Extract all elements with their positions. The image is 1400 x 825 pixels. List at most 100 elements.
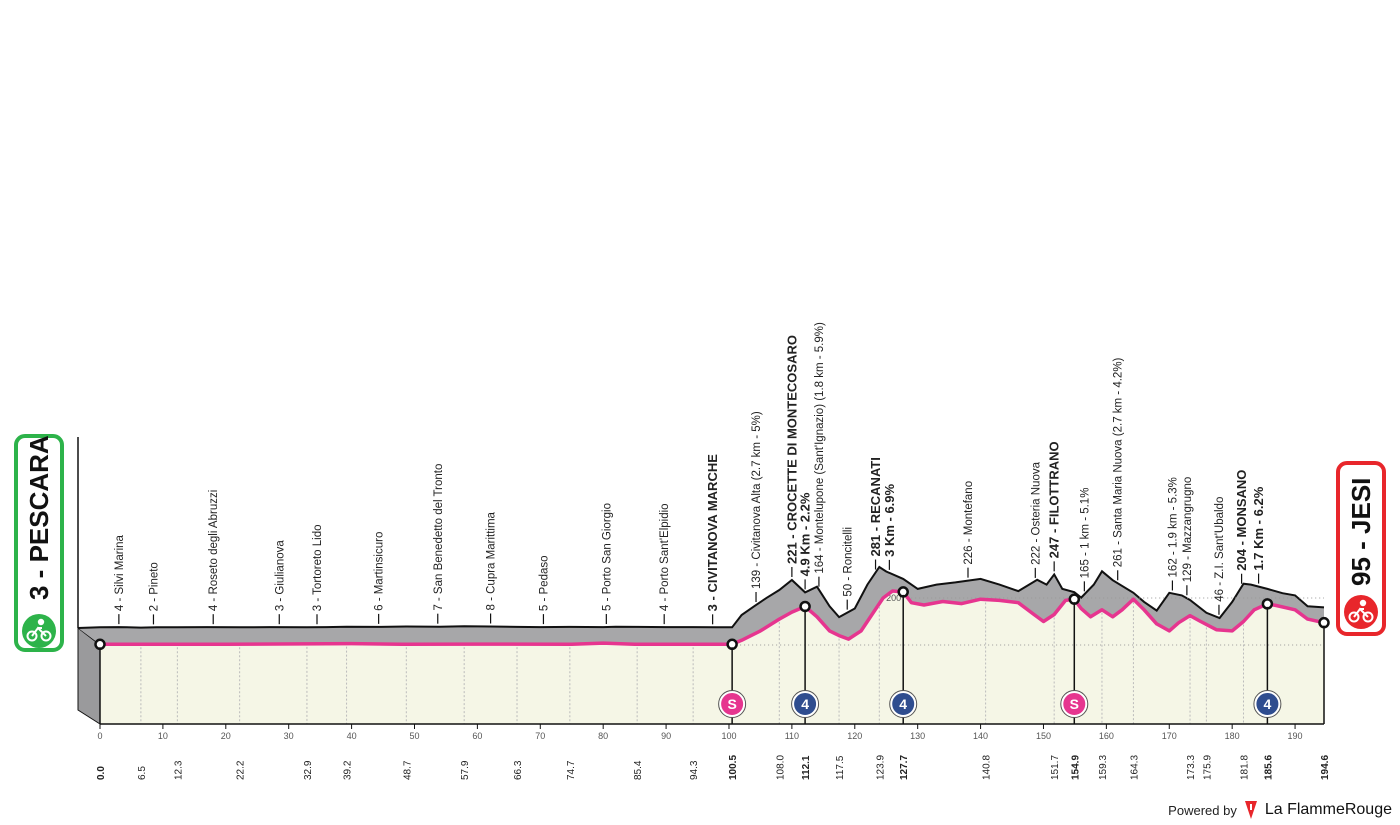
- climb-marker-ring: [889, 690, 918, 718]
- place-annotation: 5 - Porto San Giorgio: [601, 503, 613, 611]
- climb-marker-ring: [791, 690, 820, 718]
- place-annotation: 222 - Osteria Nuova: [1030, 461, 1042, 565]
- finish-cyclist-icon: [1344, 595, 1378, 629]
- marker-label: S: [1070, 696, 1079, 712]
- km-mark-label: 22.2: [236, 760, 247, 780]
- km-mark-label: 151.7: [1050, 755, 1061, 780]
- finish-label: 95 - JESI: [1346, 478, 1376, 586]
- km-mark-label: 154.9: [1070, 755, 1081, 780]
- km-mark-label: 66.3: [513, 760, 524, 780]
- km-mark-label: 57.9: [460, 760, 471, 780]
- flamme-rouge-logo-icon: [1244, 801, 1257, 819]
- marker-label: S: [727, 696, 736, 712]
- km-mark-label: 117.5: [835, 755, 846, 780]
- km-mark-label: 112.1: [801, 755, 812, 780]
- powered-by-text: Powered by: [1168, 802, 1237, 818]
- place-annotation: 4 - Roseto degli Abruzzi: [208, 490, 220, 611]
- place-annotation: 1.7 Km - 6.2%: [1251, 486, 1266, 570]
- x-tick-label: 110: [785, 731, 799, 741]
- x-tick-label: 140: [973, 731, 988, 741]
- place-annotation: 165 - 1 km - 5.1%: [1079, 488, 1091, 579]
- x-tick-label: 80: [598, 731, 608, 741]
- sprint-marker-icon: [1061, 691, 1088, 717]
- place-annotation: 8 - Cupra Marittima: [486, 511, 498, 610]
- km-mark-label: 164.3: [1129, 755, 1140, 780]
- place-annotation: 247 - FILOTTRANO: [1047, 441, 1062, 558]
- place-annotation: 4 - Silvi Marina: [114, 534, 126, 611]
- footer: Powered by La FlammeRouge: [1168, 801, 1392, 819]
- place-annotation: 162 - 1.9 km - 5.3%: [1167, 477, 1179, 577]
- place-annotation: 4.9 Km - 2.2%: [798, 492, 813, 576]
- place-annotation: 6 - Martinsicuro: [374, 532, 386, 611]
- x-tick-label: 190: [1288, 731, 1303, 741]
- km-mark-label: 123.9: [875, 755, 886, 780]
- climb-marker-icon: [890, 691, 917, 717]
- place-annotation: 3 - CIVITANOVA MARCHE: [705, 454, 720, 612]
- place-annotation: 4 - Porto Sant'Elpidio: [659, 503, 671, 611]
- x-tick-label: 20: [221, 731, 231, 741]
- place-annotation: 204 - MONSANO: [1234, 470, 1249, 571]
- km-axis: 0 10 20 30 40 50 60 70 80 90 100 110 120 130 140 150 160…: [96, 723, 1331, 780]
- place-annotation: 50 - Roncitelli: [842, 527, 854, 597]
- start-badge-frame: [14, 434, 64, 652]
- km-mark-label: 32.9: [303, 760, 314, 780]
- place-annotations: 4 - Silvi Marina 2 - Pineto 4 - Roseto deg…: [114, 322, 1266, 625]
- reference-line: 200: [732, 593, 1324, 646]
- km-mark-label: 140.8: [982, 755, 993, 780]
- x-tick-label: 30: [284, 731, 294, 741]
- ground-area: [100, 591, 1324, 724]
- x-tick-label: 10: [158, 731, 168, 741]
- x-tick-label: 150: [1036, 731, 1051, 741]
- place-annotation: 3 Km - 6.9%: [882, 483, 897, 556]
- km-mark-label: 108.0: [775, 755, 786, 780]
- climb-marker-ring: [1253, 690, 1282, 718]
- sprint-marker-icon: [719, 691, 746, 717]
- climb-sprint-markers: S 4 4 S 4: [718, 690, 1282, 718]
- km-mark-label: 85.4: [633, 760, 644, 780]
- x-tick-label: 170: [1162, 731, 1177, 741]
- x-tick-label: 70: [535, 731, 545, 741]
- finish-badge-frame: [1336, 461, 1386, 636]
- cyclist-icon: [22, 614, 56, 648]
- profile-ground: [77, 437, 1324, 725]
- marker-label: 4: [1263, 696, 1271, 712]
- x-tick-label: 90: [661, 731, 671, 741]
- x-tick-label: 160: [1099, 731, 1114, 741]
- finish-badge: 95 - JESI: [1336, 461, 1386, 636]
- place-annotation: 3 - Tortoreto Lido: [312, 525, 324, 612]
- place-annotation: 129 - Mazzangrugno: [1182, 477, 1194, 582]
- climb-marker-icon: [1254, 691, 1281, 717]
- elevation-profile: [77, 565, 1325, 645]
- start-label: 3 - PESCARA: [24, 435, 54, 600]
- km-mark-label: 94.3: [689, 760, 700, 780]
- km-mark-label: 181.8: [1239, 755, 1250, 780]
- x-tick-label: 40: [347, 731, 357, 741]
- km-mark-label: 185.6: [1263, 755, 1274, 780]
- place-annotation: 226 - Montefano: [963, 481, 975, 565]
- x-tick-label: 120: [847, 731, 862, 741]
- place-annotation: 3 - Giulianova: [274, 540, 286, 612]
- marker-label: 4: [801, 696, 809, 712]
- place-annotation: 221 - CROCETTE DI MONTECOSARO: [784, 335, 799, 564]
- place-annotation: 164 - Montelupone (Sant'Ignazio) (1.8 km…: [814, 322, 826, 574]
- x-tick-label: 180: [1225, 731, 1240, 741]
- km-mark-label: 173.3: [1186, 755, 1197, 780]
- km-mark-label: 159.3: [1098, 755, 1109, 780]
- place-annotation: 139 - Civitanova Alta (2.7 km - 5%): [751, 411, 763, 589]
- place-annotation: 261 - Santa Maria Nuova (2.7 km - 4.2%): [1113, 357, 1125, 567]
- start-badge: 3 - PESCARA: [14, 434, 64, 652]
- elevation-fill: [78, 567, 1324, 645]
- x-tick-label: 50: [409, 731, 419, 741]
- km-mark-label: 127.7: [899, 755, 910, 780]
- place-annotation: 2 - Pineto: [148, 562, 160, 611]
- flamme-rouge-brand: La FlammeRouge: [1264, 801, 1392, 818]
- x-tick-label: 100: [721, 731, 736, 741]
- km-mark-label: 0.0: [96, 766, 107, 780]
- km-mark-label: 39.2: [343, 760, 354, 780]
- climb-marker-icon: [792, 691, 819, 717]
- place-annotation: 281 - RECANATI: [868, 457, 883, 556]
- place-annotation: 46 - Z.I. Sant'Ubaldo: [1214, 497, 1226, 602]
- km-mark-label: 6.5: [137, 766, 148, 780]
- km-mark-label: 194.6: [1320, 755, 1331, 780]
